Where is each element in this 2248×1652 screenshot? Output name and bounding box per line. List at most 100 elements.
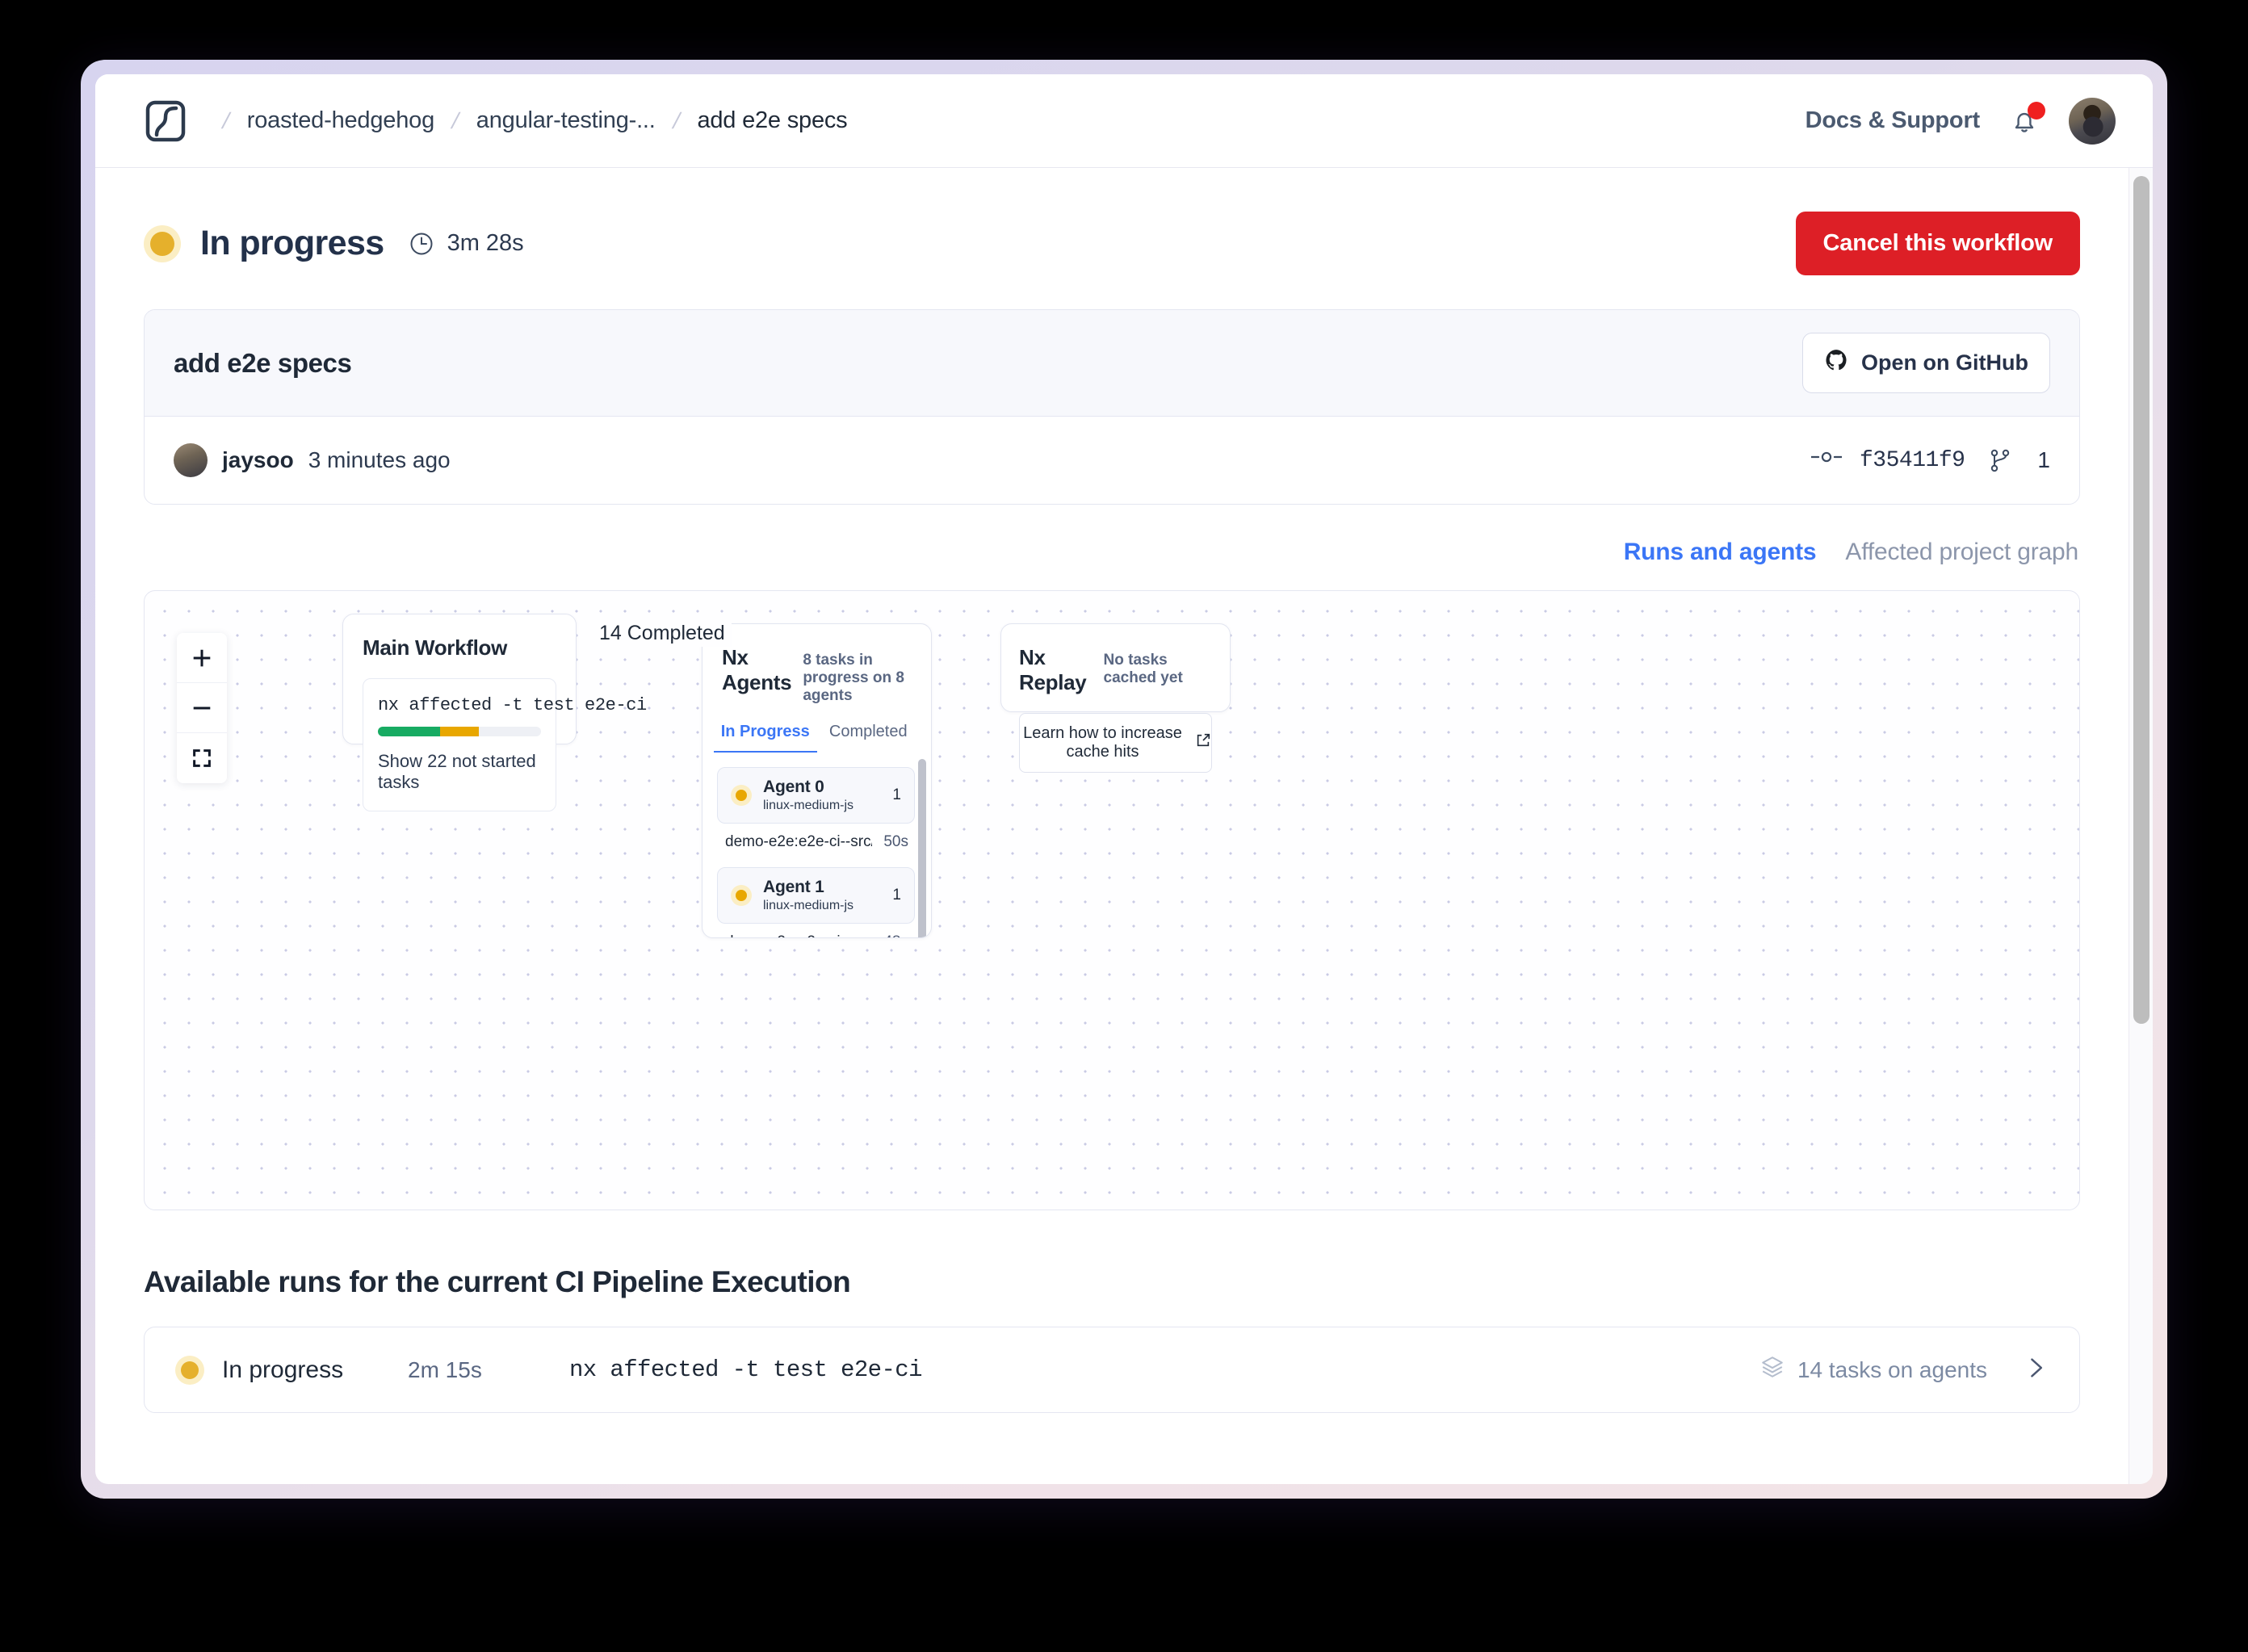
page-content: In progress 3m 28s Cancel this workflow … — [95, 168, 2128, 1484]
agents-scrollbar-thumb[interactable] — [918, 759, 926, 937]
commit-title: add e2e specs — [174, 347, 352, 378]
commit-author-avatar — [174, 443, 208, 477]
task-duration: 50s — [883, 833, 908, 850]
nx-agents-tabs: In Progress Completed — [702, 723, 931, 753]
branch-count: 1 — [2037, 447, 2050, 472]
main-workflow-progress-bar — [378, 727, 541, 736]
github-icon — [1824, 348, 1848, 378]
list-item[interactable]: Agent 0 linux-medium-js 1 — [717, 767, 915, 824]
graph-zoom-controls — [177, 633, 227, 783]
nx-agents-list[interactable]: Agent 0 linux-medium-js 1 demo-e2e:e2e-c… — [702, 753, 931, 937]
page-scrollbar-thumb[interactable] — [2133, 176, 2149, 1024]
run-row-right: 14 tasks on agents — [1760, 1355, 2049, 1385]
agent-name: Agent 1 — [763, 878, 824, 896]
commit-card-header: add e2e specs Open on GitHub — [145, 310, 2079, 417]
agent-machine: linux-medium-js — [763, 799, 854, 812]
open-on-github-label: Open on GitHub — [1861, 350, 2028, 375]
table-row[interactable]: In progress 2m 15s nx affected -t test e… — [144, 1327, 2080, 1413]
breadcrumb-separator-2: / — [449, 107, 462, 133]
clock-icon — [409, 231, 434, 257]
main-workflow-title: Main Workflow — [363, 635, 508, 660]
learn-cache-hits-label: Learn how to increase cache hits — [1023, 724, 1182, 761]
nx-agents-title: Nx Agents — [722, 645, 792, 694]
nx-agents-header: Nx Agents 8 tasks in progress on 8 agent… — [702, 624, 931, 705]
bell-icon[interactable] — [2007, 101, 2045, 138]
open-on-github-button[interactable]: Open on GitHub — [1802, 333, 2050, 393]
breadcrumb-separator-3: / — [669, 107, 683, 133]
zoom-in-button[interactable] — [177, 633, 227, 683]
available-runs-heading: Available runs for the current CI Pipeli… — [144, 1265, 851, 1298]
graph-node-nx-agents[interactable]: Nx Agents 8 tasks in progress on 8 agent… — [702, 623, 932, 938]
list-item[interactable]: Agent 1 linux-medium-js 1 — [717, 867, 915, 924]
run-tasks-summary: 14 tasks on agents — [1760, 1355, 1987, 1385]
main-workflow-task-box[interactable]: nx affected -t test e2e-ci Show 22 not s… — [363, 678, 647, 811]
graph-edge-label-completed: 14 Completed — [593, 620, 732, 647]
commit-author-name[interactable]: jaysoo — [222, 447, 294, 472]
nx-agents-subtitle: 8 tasks in progress on 8 agents — [803, 652, 904, 704]
task-duration: 48s — [872, 933, 908, 937]
progress-segment-completed — [378, 727, 440, 736]
breadcrumb-item-repo[interactable]: angular-testing-... — [476, 107, 656, 133]
layers-icon — [1760, 1355, 1785, 1385]
app-window-inner: / roasted-hedgehog / angular-testing-...… — [95, 74, 2153, 1484]
list-item[interactable]: demo-e2e:e2e-ci--src/example-16.s... 48s — [717, 924, 915, 937]
nx-replay-title: Nx Replay — [1019, 645, 1087, 694]
commit-timestamp: 3 minutes ago — [308, 447, 451, 472]
page-scrollbar-track[interactable] — [2128, 168, 2153, 1484]
agent-name: Agent 0 — [763, 778, 824, 796]
commit-card-body: jaysoo 3 minutes ago f35411f9 — [145, 417, 2079, 504]
run-status-label: In progress — [222, 1356, 344, 1383]
zoom-out-button[interactable] — [177, 683, 227, 733]
external-link-icon — [1195, 732, 1211, 753]
agent-machine: linux-medium-js — [763, 899, 854, 912]
branch-icon — [1989, 448, 2013, 472]
task-name: demo-e2e:e2e-ci--src/example-16.s... — [725, 933, 872, 937]
notification-badge — [2028, 101, 2045, 119]
tab-affected-project-graph[interactable]: Affected project graph — [1845, 539, 2078, 565]
workflow-graph-panel[interactable]: Main Workflow nx affected -t test e2e-ci… — [144, 590, 2080, 1210]
tab-runs-and-agents[interactable]: Runs and agents — [1623, 539, 1817, 565]
task-name: demo-e2e:e2e-ci--src/example-30.s... — [725, 833, 872, 850]
run-command: nx affected -t test e2e-ci — [569, 1356, 922, 1383]
nx-agents-tab-completed[interactable]: Completed — [828, 723, 908, 740]
status-indicator-icon — [144, 224, 181, 262]
agent-task-count: 1 — [892, 887, 901, 904]
avatar[interactable] — [2069, 97, 2116, 145]
list-item[interactable]: demo-e2e:e2e-ci--src/example-30.s... 50s — [717, 824, 915, 861]
fit-screen-button[interactable] — [177, 733, 227, 783]
workflow-duration: 3m 28s — [447, 230, 524, 256]
breadcrumb-item-workspace[interactable]: roasted-hedgehog — [246, 107, 434, 133]
nx-cloud-logo-icon[interactable] — [144, 99, 187, 143]
docs-and-support-link[interactable]: Docs & Support — [1805, 107, 1981, 133]
workflow-status-row: In progress 3m 28s Cancel this workflow — [144, 212, 2080, 275]
agent-task-count: 1 — [892, 786, 901, 803]
top-navigation-bar: / roasted-hedgehog / angular-testing-...… — [95, 74, 2153, 168]
view-tabs: Runs and agents Affected project graph — [144, 539, 2080, 566]
commit-icon — [1810, 448, 1843, 472]
commit-meta: f35411f9 1 — [1810, 447, 2050, 473]
run-tasks-label: 14 tasks on agents — [1797, 1356, 1987, 1382]
agent-status-icon — [731, 785, 752, 806]
agent-status-icon — [731, 885, 752, 906]
main-workflow-command: nx affected -t test e2e-ci — [378, 695, 647, 715]
breadcrumb-separator-1: / — [220, 107, 233, 133]
commit-sha[interactable]: f35411f9 — [1860, 447, 1965, 473]
run-status-icon — [175, 1355, 204, 1385]
cancel-workflow-button[interactable]: Cancel this workflow — [1795, 212, 2080, 275]
commit-card: add e2e specs Open on GitHub j — [144, 309, 2080, 505]
nx-replay-header: Nx Replay No tasks cached yet — [1019, 645, 1212, 695]
show-not-started-tasks-link[interactable]: Show 22 not started tasks — [378, 751, 536, 792]
top-bar-actions: Docs & Support — [1805, 97, 2116, 145]
page-scroll-area: In progress 3m 28s Cancel this workflow … — [95, 168, 2153, 1484]
breadcrumb-item-current[interactable]: add e2e specs — [697, 107, 848, 133]
graph-node-main-workflow[interactable]: Main Workflow nx affected -t test e2e-ci… — [342, 614, 647, 811]
learn-cache-hits-button[interactable]: Learn how to increase cache hits — [1019, 713, 1212, 773]
breadcrumb: / roasted-hedgehog / angular-testing-...… — [205, 107, 847, 134]
app-window: / roasted-hedgehog / angular-testing-...… — [81, 60, 2167, 1499]
graph-node-nx-replay[interactable]: Nx Replay No tasks cached yet Learn how … — [1000, 623, 1231, 773]
nx-agents-tab-in-progress[interactable]: In Progress — [714, 723, 817, 753]
nx-replay-subtitle: No tasks cached yet — [1103, 652, 1183, 686]
run-duration: 2m 15s — [408, 1356, 482, 1382]
chevron-right-icon[interactable] — [2023, 1355, 2049, 1385]
page-title: In progress — [200, 224, 384, 262]
